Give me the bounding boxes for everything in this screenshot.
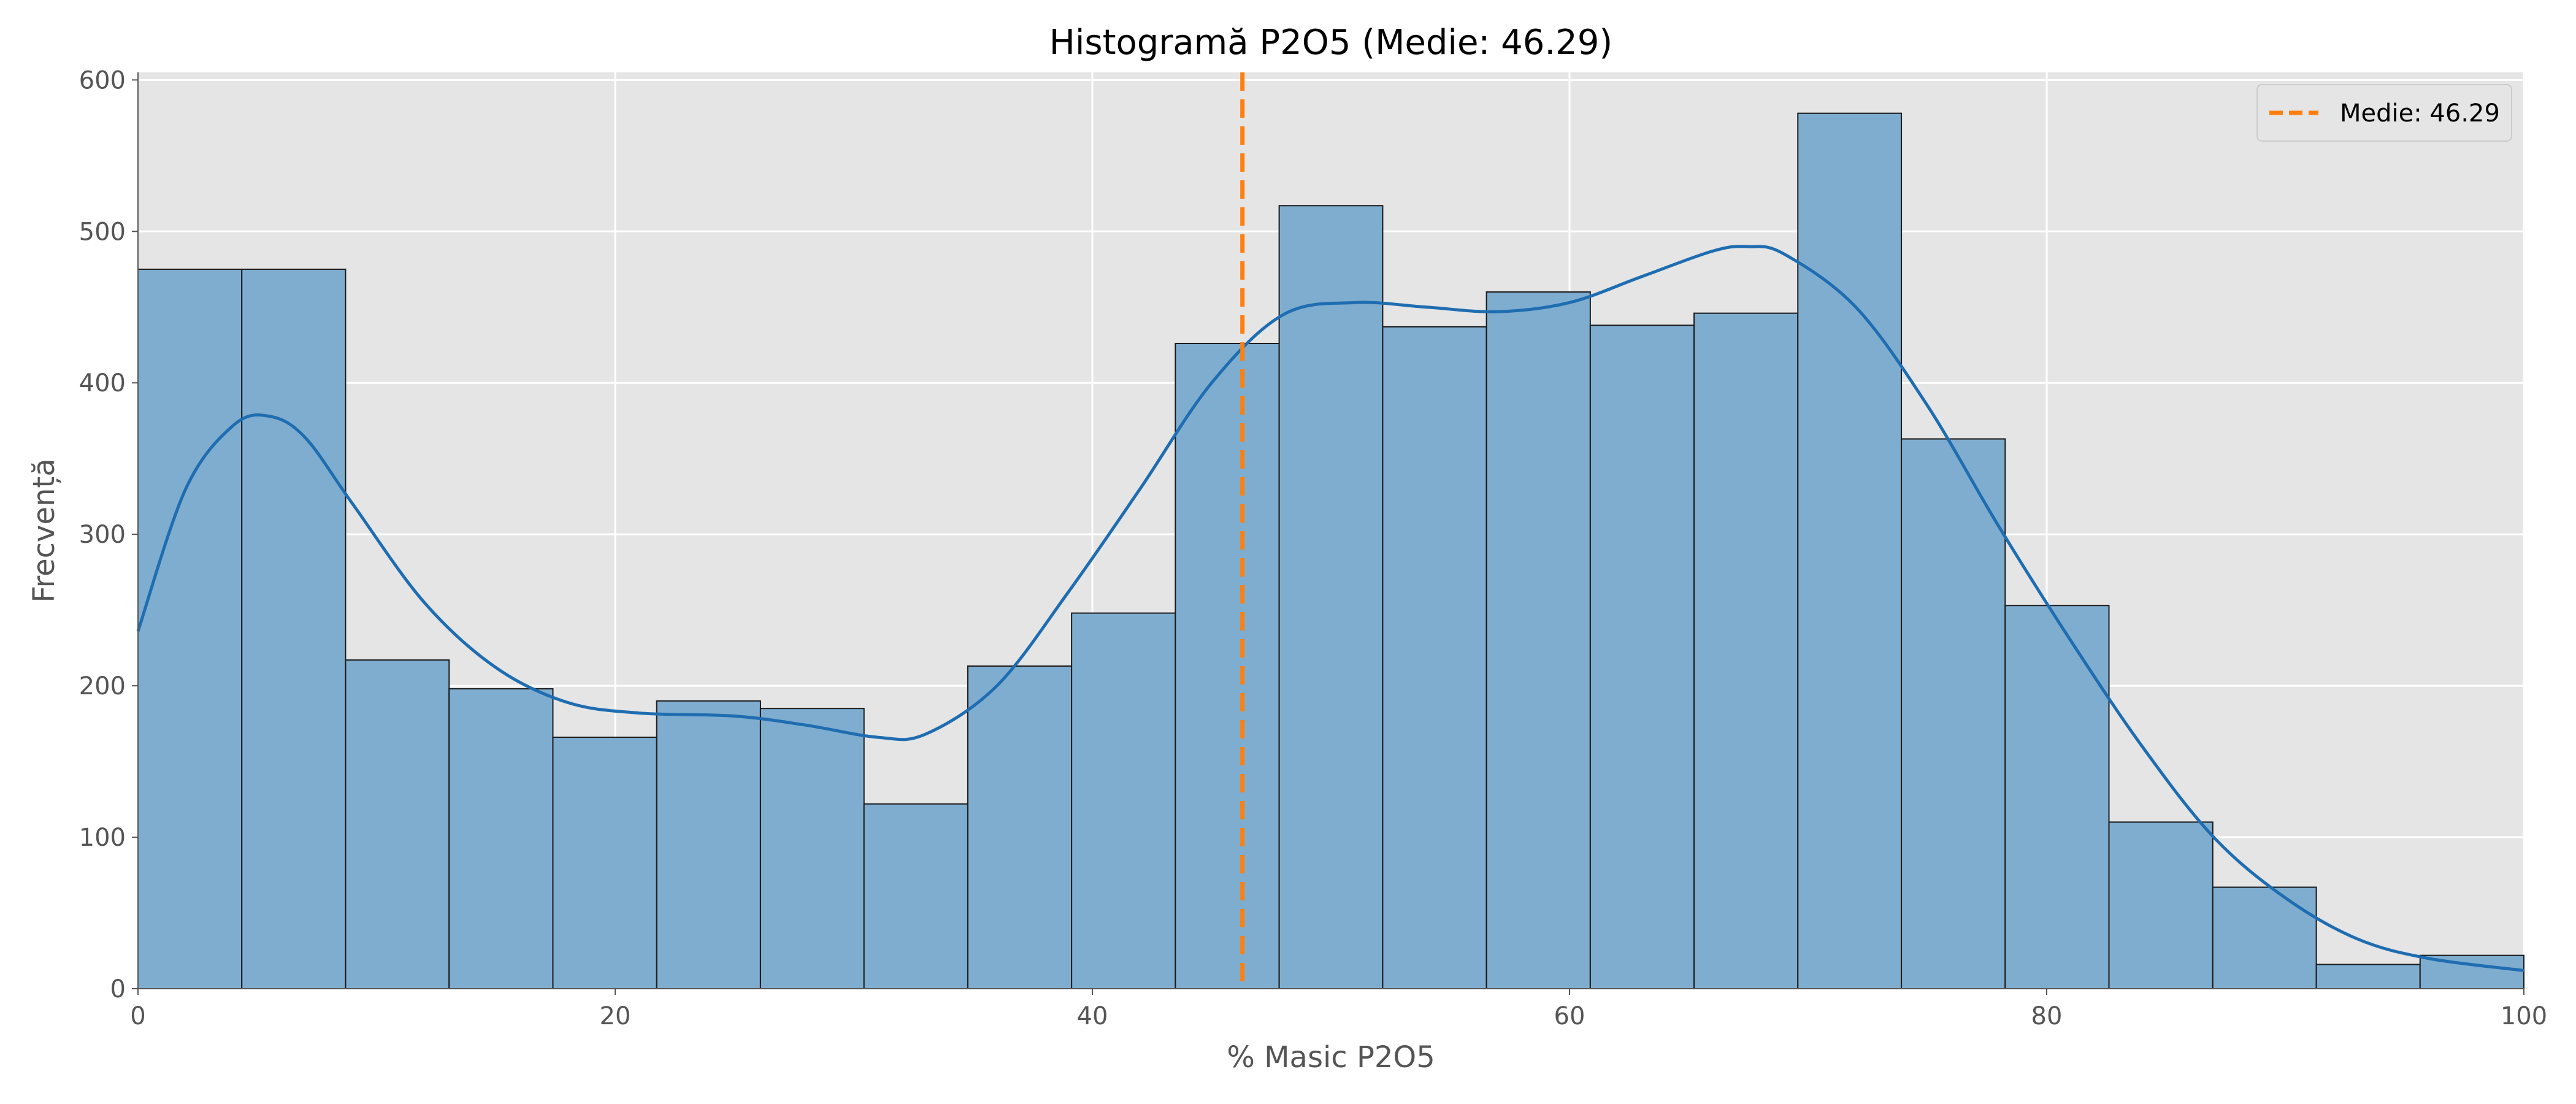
histogram-bar bbox=[2108, 821, 2214, 989]
legend: Medie: 46.29 bbox=[2256, 84, 2512, 142]
histogram-bar bbox=[448, 688, 554, 990]
y-tick-label: 200 bbox=[79, 672, 126, 700]
y-tick-label: 600 bbox=[79, 66, 126, 94]
y-tick-label: 100 bbox=[79, 824, 126, 852]
histogram-bar bbox=[1485, 291, 1591, 989]
y-tick-label: 500 bbox=[79, 218, 126, 246]
x-axis-ticks: 0 20 40 60 80 100 bbox=[130, 988, 2547, 1030]
histogram-bar bbox=[759, 708, 865, 989]
histogram-bar bbox=[2004, 605, 2110, 989]
histogram-bar bbox=[2315, 964, 2421, 989]
x-tick-label: 60 bbox=[1554, 1002, 1585, 1030]
histogram-bar bbox=[1797, 112, 1903, 989]
y-tick-label: 0 bbox=[110, 975, 126, 1003]
x-tick-label: 100 bbox=[2501, 1002, 2547, 1030]
y-axis-label: Frecvență bbox=[27, 458, 61, 602]
x-tick-label: 40 bbox=[1077, 1002, 1108, 1030]
x-tick-label: 20 bbox=[600, 1002, 631, 1030]
histogram-bar bbox=[1382, 326, 1487, 989]
y-axis-ticks: 0 100 200 300 400 500 600 bbox=[79, 66, 139, 1003]
x-axis-label: % Masic P2O5 bbox=[1227, 1040, 1435, 1075]
histogram-bar bbox=[967, 665, 1073, 989]
x-tick-label: 0 bbox=[130, 1002, 145, 1030]
histogram-bar bbox=[1175, 343, 1280, 989]
histogram-bar bbox=[656, 700, 761, 990]
histogram-bar bbox=[863, 803, 968, 989]
histogram-bar bbox=[552, 737, 657, 990]
histogram-bar bbox=[345, 659, 450, 989]
histogram-bar bbox=[137, 269, 243, 989]
histogram-bar bbox=[1589, 324, 1695, 989]
x-tick-label: 80 bbox=[2031, 1002, 2063, 1030]
y-tick-label: 300 bbox=[79, 521, 126, 549]
histogram-bars bbox=[137, 112, 2524, 990]
histogram-bar bbox=[2212, 886, 2317, 989]
y-tick-label: 400 bbox=[79, 369, 126, 397]
legend-mean-label: Medie: 46.29 bbox=[2340, 99, 2500, 128]
histogram-bar bbox=[241, 269, 347, 989]
histogram-bar bbox=[1071, 612, 1176, 989]
histogram-bar bbox=[1693, 312, 1799, 989]
kde-curve bbox=[136, 245, 2524, 972]
chart-title: Histogramă P2O5 (Medie: 46.29) bbox=[1049, 23, 1613, 63]
legend-box bbox=[2256, 84, 2512, 142]
histogram-bar bbox=[1278, 205, 1384, 989]
histogram-bar bbox=[1901, 438, 2006, 989]
